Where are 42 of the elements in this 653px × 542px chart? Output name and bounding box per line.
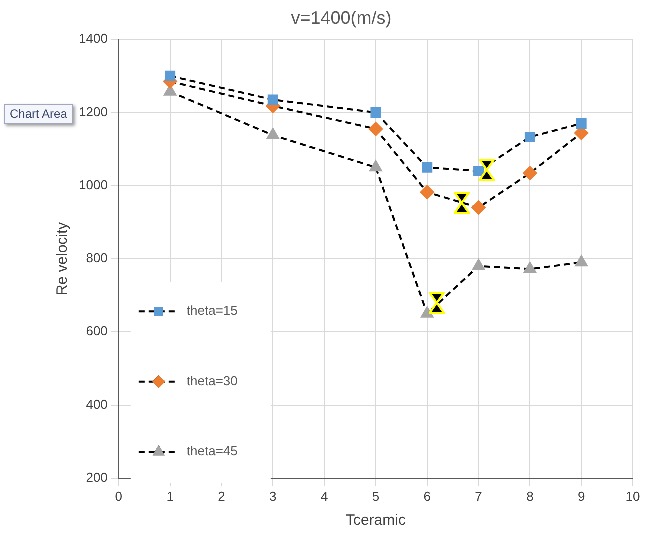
- y-tick-label: 1400: [79, 31, 108, 46]
- x-tick-label: 8: [526, 488, 534, 504]
- x-tick-label: 7: [475, 488, 482, 504]
- y-axis-title: Re velocity: [54, 222, 72, 296]
- point: [474, 166, 484, 176]
- x-tick-label: 0: [115, 488, 123, 504]
- text: Chart Area: [4, 104, 74, 124]
- y-tick-label: 1000: [79, 177, 108, 192]
- legend-label: theta=30: [186, 373, 238, 388]
- x-tick-label: 6: [424, 488, 431, 504]
- y-tick-label: 800: [86, 250, 108, 266]
- point: [370, 160, 382, 172]
- point: [524, 132, 536, 142]
- legend-label: theta=45: [186, 444, 238, 459]
- y-tick-label: 200: [86, 470, 108, 485]
- legend-label: theta=15: [186, 303, 238, 318]
- point: [523, 166, 538, 180]
- point: [266, 128, 280, 140]
- point: [420, 185, 434, 200]
- x-axis-title: Tceramic: [346, 512, 406, 530]
- x-tick-label: 1: [166, 488, 174, 504]
- point: [576, 118, 587, 129]
- x-tick-label: 9: [578, 488, 586, 504]
- point: [575, 256, 588, 267]
- point: [524, 262, 536, 274]
- x-tick-label: 10: [626, 488, 640, 504]
- x-tick-label: 4: [320, 488, 328, 504]
- point: [370, 107, 382, 118]
- point: [368, 122, 383, 136]
- y-tick-label: 400: [86, 396, 108, 412]
- chart-title: v=1400(m/s): [291, 8, 392, 28]
- x-tick-label: 3: [270, 488, 277, 504]
- point: [268, 94, 278, 106]
- point: [472, 200, 486, 215]
- point: [472, 259, 485, 270]
- point: [421, 306, 434, 318]
- y-tick-label: 600: [86, 324, 108, 339]
- x-tick-label: 5: [372, 488, 380, 504]
- x-tick-label: 2: [218, 488, 226, 504]
- point: [165, 70, 176, 82]
- y-tick-label: 1200: [79, 104, 108, 120]
- point: [422, 162, 433, 173]
